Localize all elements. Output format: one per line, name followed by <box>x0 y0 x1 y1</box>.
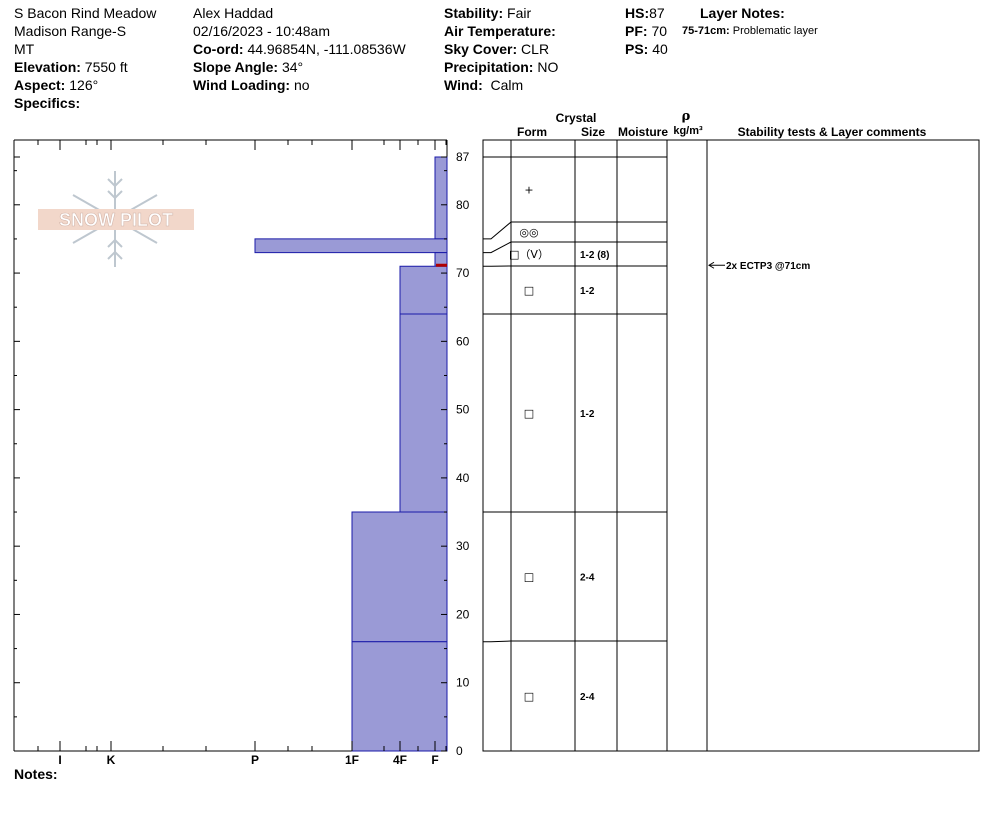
grain-size-label: 1-2 (8) <box>580 250 609 261</box>
ps-value: 40 <box>652 41 668 57</box>
y-tick-label: 87 <box>456 150 470 164</box>
stability-header: Stability tests & Layer comments <box>738 125 927 139</box>
hs-value: 87 <box>649 5 665 21</box>
wind-loading-value: no <box>293 77 310 93</box>
sky-cover-row: Sky Cover: CLR <box>444 41 550 57</box>
hardness-tick-label: 4F <box>393 753 407 767</box>
mountain-range: Madison Range-S <box>14 23 127 39</box>
pf-value: 70 <box>651 23 668 39</box>
hardness-layer-bar <box>254 238 448 254</box>
pf-row: PF: 70 <box>625 23 668 39</box>
elevation-value: 7550 ft <box>84 59 128 75</box>
wind-row: Wind: Calm <box>444 77 524 93</box>
y-tick-label: 60 <box>456 334 470 348</box>
form-header: Form <box>517 125 547 139</box>
stability-row: Stability: Fair <box>444 5 532 21</box>
location-name: S Bacon Rind Meadow <box>14 5 157 21</box>
grain-form-symbol: □ <box>524 690 534 703</box>
coordinates-row: Co-ord: 44.96854N, -111.08536W <box>193 41 406 57</box>
snowpilot-logo: SNOW PILOT <box>38 171 194 267</box>
elevation-row: Elevation: 7550 ft <box>14 59 128 75</box>
hardness-tick-label: P <box>251 753 259 767</box>
hardness-tick-label: F <box>431 753 438 767</box>
hardness-tick-label: I <box>58 753 61 767</box>
coordinates-value: 44.96854N, -111.08536W <box>247 41 406 57</box>
layer-note-range: 75-71cm: <box>682 25 730 37</box>
crystal-header: Crystal <box>556 111 597 125</box>
table-frame <box>482 139 980 752</box>
precipitation-value: NO <box>537 59 559 75</box>
state: MT <box>14 41 35 57</box>
y-tick-label: 10 <box>456 676 470 690</box>
air-temp-row: Air Temperature: <box>444 23 556 39</box>
hs-row: HS:87 <box>625 5 665 21</box>
slope-row: Slope Angle: 34° <box>193 59 304 75</box>
hardness-tick-label: 1F <box>345 753 359 767</box>
depth-connector <box>483 640 512 643</box>
depth-connector <box>483 241 512 254</box>
grain-form-symbol: □ <box>524 284 534 297</box>
ps-row: PS: 40 <box>625 41 668 57</box>
stability-test-arrowhead <box>708 261 715 269</box>
y-tick-label: 30 <box>456 539 470 553</box>
y-tick-label: 0 <box>456 744 463 758</box>
notes-label: Notes: <box>14 766 58 782</box>
grain-form-symbol: □ <box>524 571 534 584</box>
rho-header: ρ <box>682 109 691 124</box>
grain-size-label: 2-4 <box>580 692 595 703</box>
hardness-layer-bar <box>351 641 448 752</box>
grain-size-label: 1-2 <box>580 286 595 297</box>
observation-datetime: 02/16/2023 - 10:48am <box>193 23 330 39</box>
sky-cover-value: CLR <box>521 41 550 57</box>
stability-value: Fair <box>507 5 532 21</box>
density-unit-header: kg/m³ <box>673 125 703 137</box>
stability-test-label: 2x ECTP3 @71cm <box>726 261 810 272</box>
grain-size-label: 2-4 <box>580 573 595 584</box>
specifics-label: Specifics: <box>14 95 81 111</box>
wind-loading-row: Wind Loading: no <box>193 77 310 93</box>
grain-form-symbol: □（V） <box>509 248 549 261</box>
observer-name: Alex Haddad <box>193 5 274 21</box>
slope-value: 34° <box>281 59 304 75</box>
grain-form-symbol: □ <box>524 407 534 420</box>
grain-form-symbol: ◎◎ <box>519 226 538 239</box>
grain-form-symbol: + <box>524 184 533 197</box>
wind-value: Calm <box>490 77 524 93</box>
hardness-layer-bar <box>399 265 448 315</box>
precipitation-row: Precipitation: NO <box>444 59 559 75</box>
hardness-layer-bar <box>351 511 448 643</box>
y-tick-label: 40 <box>456 471 470 485</box>
hardness-tick-label: K <box>107 753 116 767</box>
y-tick-label: 50 <box>456 403 470 417</box>
moisture-header: Moisture <box>618 125 668 139</box>
layer-notes-label: Layer Notes: <box>700 5 785 21</box>
hardness-layer-bar <box>399 313 448 513</box>
aspect-row: Aspect: 126° <box>14 77 99 93</box>
grain-size-label: 1-2 <box>580 409 595 420</box>
y-tick-label: 70 <box>456 266 470 280</box>
hardness-layer-bar <box>434 156 448 240</box>
y-tick-label: 80 <box>456 198 470 212</box>
y-tick-label: 20 <box>456 607 470 621</box>
svg-text:SNOW PILOT: SNOW PILOT <box>59 210 173 230</box>
size-header: Size <box>581 125 605 139</box>
depth-connector <box>483 221 512 240</box>
layer-note-text: Problematic layer <box>732 25 818 37</box>
aspect-value: 126° <box>69 77 99 93</box>
